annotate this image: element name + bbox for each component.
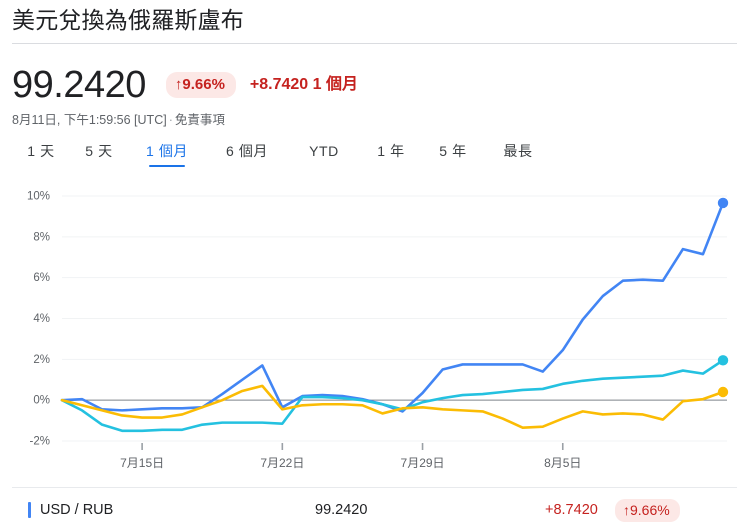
quote-summary: 99.2420 ↑9.66% +8.7420 1 個月	[12, 62, 358, 108]
chart-gridlines	[62, 195, 727, 442]
series-line	[60, 359, 725, 433]
tab-5-days[interactable]: 5 天	[70, 139, 128, 169]
legend-change-badge: ↑9.66%	[615, 498, 680, 522]
quote-timestamp-row: 8月11日, 下午1:59:56 [UTC] · 免責事項	[12, 112, 225, 128]
tab-label: 1 個月	[145, 143, 189, 159]
x-axis-tick-label: 7月15日	[120, 456, 164, 470]
tab-label: 5 天	[85, 143, 113, 159]
x-axis-tick-label: 7月29日	[401, 456, 445, 470]
tab-max[interactable]: 最長	[484, 139, 552, 169]
series-line	[60, 384, 725, 430]
y-axis-tick-label: 10%	[27, 191, 50, 203]
series-line	[60, 201, 725, 413]
chart-x-axis: 7月15日 7月22日 7月29日 8月5日	[120, 443, 581, 470]
header-divider	[12, 43, 737, 44]
timestamp-separator: ·	[168, 113, 173, 127]
tab-label: 6 個月	[225, 143, 269, 159]
footer-divider	[12, 487, 737, 488]
price-chart[interactable]: 10% 8% 6% 4% 2% 0% -2% 7月15日 7月22日 7月29日 8月5日	[0, 186, 749, 481]
y-axis-tick-label: 6%	[33, 272, 50, 284]
y-axis-tick-label: 4%	[33, 313, 50, 325]
series-end-marker	[717, 386, 729, 398]
legend-change-absolute: +8.7420	[545, 502, 598, 518]
tab-5-years[interactable]: 5 年	[422, 139, 484, 169]
legend-color-swatch	[28, 502, 31, 518]
chart-canvas[interactable]: 10% 8% 6% 4% 2% 0% -2% 7月15日 7月22日 7月29日 8月5日	[0, 186, 749, 481]
chart-y-axis: 10% 8% 6% 4% 2% 0% -2%	[27, 191, 50, 448]
series-end-marker	[717, 355, 729, 366]
tab-1-day[interactable]: 1 天	[12, 139, 70, 169]
chart-series-layer	[60, 197, 729, 433]
y-axis-tick-label: 0%	[33, 395, 50, 407]
tab-label: 5 年	[439, 143, 467, 159]
tab-label: YTD	[309, 143, 339, 159]
tab-label: 1 天	[27, 143, 55, 159]
change-absolute: +8.7420 1 個月	[249, 76, 358, 93]
legend-symbol: USD / RUB	[28, 502, 113, 518]
x-axis-tick-label: 8月5日	[544, 456, 581, 470]
legend-symbol-label: USD / RUB	[40, 502, 114, 518]
series-end-marker	[717, 197, 729, 209]
tab-label: 最長	[503, 143, 533, 159]
quote-timestamp: 8月11日, 下午1:59:56 [UTC]	[12, 113, 167, 127]
range-tab-bar[interactable]: 1 天 5 天 1 個月 6 個月 YTD 1 年 5 年 最長	[12, 139, 552, 169]
page-title: 美元兌換為俄羅斯盧布	[12, 7, 244, 33]
change-percent-badge: ↑9.66%	[165, 72, 236, 98]
tab-1-month[interactable]: 1 個月	[128, 139, 206, 169]
current-price: 99.2420	[12, 64, 146, 106]
tab-6-months[interactable]: 6 個月	[206, 139, 288, 169]
x-axis-tick-label: 7月22日	[260, 456, 304, 470]
tab-1-year[interactable]: 1 年	[360, 139, 422, 169]
y-axis-tick-label: 8%	[33, 231, 50, 243]
y-axis-tick-label: 2%	[33, 354, 50, 366]
legend-row[interactable]: USD / RUB 99.2420 +8.7420 ↑9.66%	[0, 488, 749, 532]
tab-label: 1 年	[377, 143, 405, 159]
legend-price: 99.2420	[315, 502, 368, 518]
y-axis-tick-label: -2%	[30, 436, 50, 448]
disclaimer-link[interactable]: 免責事項	[174, 113, 225, 127]
tab-ytd[interactable]: YTD	[288, 139, 360, 169]
